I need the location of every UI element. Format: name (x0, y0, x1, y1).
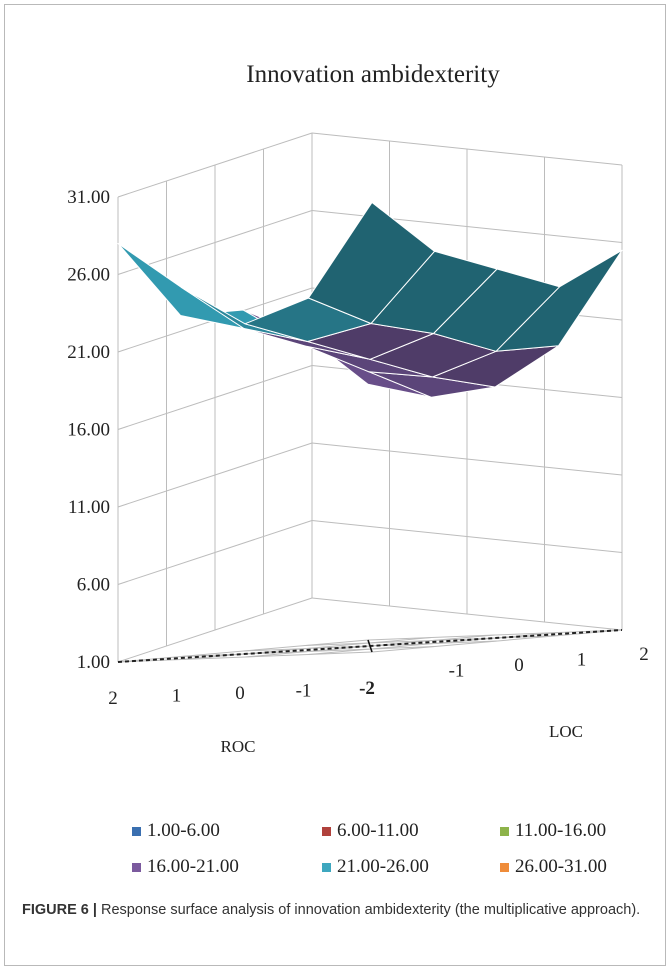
legend-swatch (322, 862, 331, 872)
legend-label: 11.00-16.00 (515, 820, 607, 841)
legend-swatch (132, 826, 141, 836)
legend-swatch (132, 862, 141, 872)
legend-swatch (500, 826, 509, 836)
roc-tick-label: 2 (108, 688, 118, 709)
figure-frame (4, 4, 666, 966)
z-tick-label: 26.00 (67, 265, 110, 286)
legend-label: 6.00-11.00 (337, 820, 419, 841)
legend-label: 26.00-31.00 (515, 856, 607, 877)
figure-label: FIGURE 6 | (22, 902, 97, 918)
legend-label: 1.00-6.00 (147, 820, 220, 841)
floor-gridline (367, 629, 623, 641)
legend-label: 21.00-26.00 (337, 856, 429, 877)
x-axis-label: ROC (221, 737, 256, 756)
surface-patch (308, 202, 435, 324)
loc-tick-label: 0 (514, 655, 524, 676)
floor-gridline (117, 651, 373, 663)
z-tick-label: 21.00 (67, 342, 110, 363)
z-tick-label: 11.00 (68, 497, 110, 518)
loc-tick-label: 2 (639, 644, 649, 665)
response-surface (117, 202, 623, 398)
z-tick-label: 16.00 (67, 420, 110, 441)
roc-tick-label: -2 (359, 678, 375, 699)
loc-tick-label: -1 (449, 661, 465, 682)
caption-text: Response surface analysis of innovation … (96, 902, 641, 918)
z-tick-label: 31.00 (67, 187, 110, 208)
roc-tick-label: 1 (172, 686, 182, 707)
roc-tick-label: 0 (235, 683, 245, 704)
legend-swatch (322, 826, 331, 836)
loc-tick-label: 1 (577, 650, 587, 671)
axis-labels: 31.00 26.00 21.00 16.00 11.00 6.00 1.00 2 1 0 -1 -2… (67, 187, 649, 756)
figure-caption: FIGURE 6 | Response surface analysis of … (22, 900, 642, 921)
y-axis-label: LOC (549, 722, 583, 741)
legend-item: 16.00-21.00 (132, 856, 239, 878)
legend-label: 16.00-21.00 (147, 856, 239, 877)
response-surface-chart: Innovation ambidexterity 31.0026.0021.00… (67, 61, 649, 756)
z-tick-label: 1.00 (77, 652, 110, 673)
roc-tick-label: -1 (296, 681, 312, 702)
legend-item: 1.00-6.00 (132, 820, 220, 842)
legend-item: 26.00-31.00 (500, 856, 607, 878)
legend-item: 11.00-16.00 (500, 820, 606, 842)
legend-item: 21.00-26.00 (322, 856, 429, 878)
chart-title: Innovation ambidexterity (246, 61, 500, 88)
z-tick-label: 6.00 (77, 575, 110, 596)
legend-item: 6.00-11.00 (322, 820, 419, 842)
legend-swatch (500, 862, 509, 872)
chart-walls (117, 132, 623, 663)
floor-diagonal-solid (367, 639, 373, 653)
